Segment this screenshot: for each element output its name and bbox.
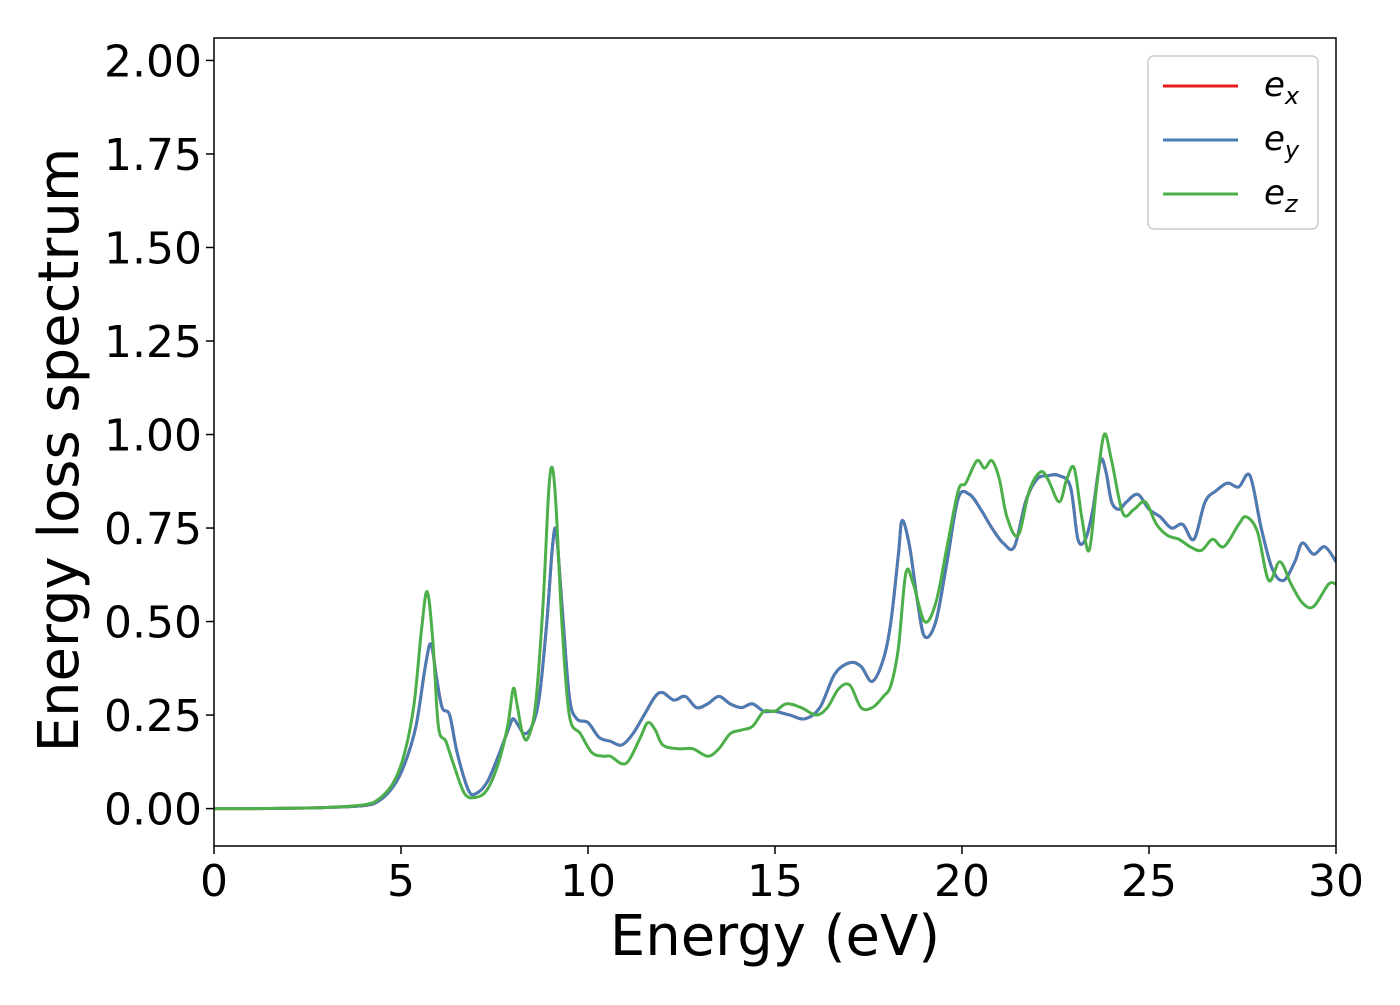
series-line-e-y [214,457,1336,811]
x-ticks: 0 5 10 15 20 25 30 [200,846,1364,907]
x-tick-label: 30 [1308,856,1364,907]
x-tick-label: 15 [747,856,803,907]
y-tick-label: 0.50 [104,598,202,649]
x-tick-label: 25 [1121,856,1177,907]
legend-label-base: e [1264,65,1285,105]
series-layer [214,432,1336,811]
legend-label-subscript: z [1284,190,1299,218]
x-tick-label: 20 [934,856,990,907]
y-tick-label: 2.00 [104,36,202,87]
x-tick-label: 0 [200,856,228,907]
y-tick-label: 1.75 [104,130,202,181]
y-tick-label: 1.25 [104,317,202,368]
series-line-e-z [214,432,1336,811]
legend-label-z: ez [1264,173,1299,218]
y-tick-label: 1.00 [104,411,202,462]
legend-label-subscript: y [1284,136,1300,164]
y-axis-title: Energy loss spectrum [27,148,92,753]
legend-label-x: ex [1264,65,1300,110]
y-tick-label: 1.50 [104,223,202,274]
legend-box [1147,55,1319,230]
series-line-e-x [214,457,1336,811]
x-axis-title: Energy (eV) [610,904,940,969]
x-tick-label: 5 [387,856,415,907]
legend-label-base: e [1264,173,1285,213]
legend-label-subscript: x [1284,82,1300,110]
legend-label-y: ey [1264,119,1300,164]
legend-label-base: e [1264,119,1285,159]
y-tick-label: 0.75 [104,504,202,555]
y-ticks: 0.00 0.25 0.50 0.75 1.00 1.25 1.50 1.75 2.00 [104,36,214,836]
y-tick-label: 0.25 [104,691,202,742]
y-tick-label: 0.00 [104,785,202,836]
x-tick-label: 10 [560,856,616,907]
